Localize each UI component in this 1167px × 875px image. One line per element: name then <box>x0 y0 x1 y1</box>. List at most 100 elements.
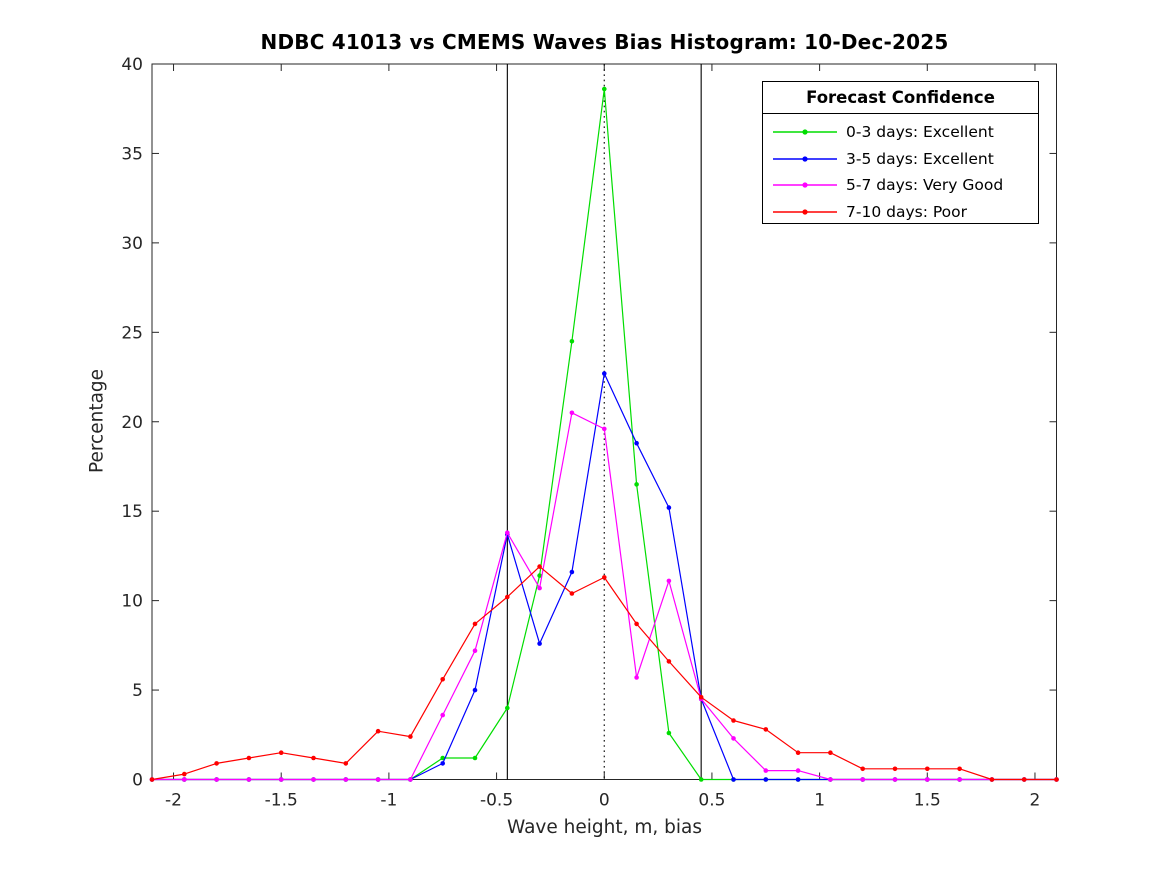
legend-line-icon <box>773 209 837 215</box>
data-point <box>666 659 672 664</box>
data-point <box>957 777 962 782</box>
data-point <box>634 440 639 446</box>
data-point <box>634 621 639 627</box>
data-point <box>892 777 898 782</box>
y-tick-label: 20 <box>121 413 143 433</box>
data-point <box>828 777 833 782</box>
legend-item: 0-3 days: Excellent <box>773 119 1038 146</box>
x-tick-label: -1.5 <box>265 791 298 811</box>
data-point <box>666 730 672 736</box>
data-point <box>828 750 833 755</box>
y-tick-label: 40 <box>121 55 143 75</box>
legend-line-icon <box>773 129 837 135</box>
legend-line-icon <box>773 156 837 162</box>
data-point <box>182 771 187 777</box>
data-point <box>602 575 607 580</box>
data-point <box>1054 777 1059 782</box>
data-point <box>537 585 542 591</box>
data-point <box>666 505 672 510</box>
data-point <box>440 712 446 718</box>
data-point <box>278 777 284 782</box>
series-3 <box>149 564 1059 782</box>
chart-title: NDBC 41013 vs CMEMS Waves Bias Histogram… <box>260 30 949 54</box>
data-point <box>408 734 413 739</box>
data-point <box>763 727 769 732</box>
data-point <box>408 777 413 782</box>
data-point <box>731 718 736 723</box>
data-point <box>472 621 478 627</box>
series-2 <box>149 410 1059 782</box>
data-point <box>537 573 542 578</box>
data-point <box>537 641 542 646</box>
data-point <box>472 755 478 761</box>
data-point <box>343 761 349 766</box>
data-point <box>505 594 510 600</box>
x-axis-ticks: -2 -1.5 -1 -0.5 0 0.5 1 1.5 2 <box>165 64 1040 811</box>
data-point <box>634 482 639 487</box>
data-point <box>440 755 446 761</box>
legend: Forecast Confidence 0-3 days: Excellent 3… <box>762 81 1039 224</box>
x-tick-label: 2 <box>1030 791 1041 811</box>
data-point <box>698 777 704 782</box>
data-point <box>440 761 446 766</box>
x-tick-label: -1 <box>380 791 397 811</box>
data-point <box>214 761 219 766</box>
data-point <box>537 564 542 569</box>
data-point <box>505 530 510 535</box>
legend-line-icon <box>773 182 837 188</box>
data-point <box>505 705 510 711</box>
data-point <box>602 86 607 92</box>
data-point <box>440 677 446 682</box>
x-tick-label: -0.5 <box>480 791 513 811</box>
x-tick-label: 1 <box>814 791 825 811</box>
data-point <box>246 755 252 761</box>
data-point <box>311 755 316 761</box>
legend-title: Forecast Confidence <box>763 82 1038 114</box>
data-point <box>569 339 575 344</box>
y-tick-label: 5 <box>132 681 143 701</box>
data-point <box>634 675 639 680</box>
y-tick-label: 25 <box>121 323 143 343</box>
data-point <box>860 766 865 772</box>
data-point <box>1021 777 1027 782</box>
x-tick-label: 0 <box>599 791 610 811</box>
y-tick-label: 0 <box>132 771 143 791</box>
legend-item-label: 7-10 days: Poor <box>846 202 967 221</box>
x-tick-label: 1.5 <box>914 791 941 811</box>
data-point <box>343 777 349 782</box>
data-point <box>149 777 155 782</box>
data-point <box>375 777 381 782</box>
data-point <box>569 410 575 416</box>
data-point <box>763 777 769 782</box>
data-point <box>957 766 962 772</box>
data-point <box>731 777 736 782</box>
data-point <box>763 768 769 773</box>
data-point <box>860 777 865 782</box>
legend-item-label: 0-3 days: Excellent <box>846 123 994 142</box>
data-point <box>666 578 672 584</box>
data-point <box>602 426 607 432</box>
y-axis-label: Percentage <box>86 368 108 474</box>
data-point <box>698 694 704 700</box>
legend-item: 7-10 days: Poor <box>773 199 1038 226</box>
data-point <box>278 750 284 755</box>
y-tick-label: 30 <box>121 234 143 254</box>
x-tick-label: -2 <box>165 791 182 811</box>
data-point <box>375 728 381 734</box>
data-point <box>925 766 930 772</box>
legend-item-label: 5-7 days: Very Good <box>846 176 1004 195</box>
legend-item-label: 3-5 days: Excellent <box>846 149 994 168</box>
legend-item: 5-7 days: Very Good <box>773 172 1038 199</box>
x-tick-label: 0.5 <box>698 791 725 811</box>
data-point <box>472 648 478 653</box>
data-point <box>214 777 219 782</box>
legend-item: 3-5 days: Excellent <box>773 146 1038 173</box>
data-point <box>925 777 930 782</box>
y-axis-ticks: 0 5 10 15 20 25 30 35 40 <box>121 55 1057 791</box>
data-point <box>569 591 575 596</box>
x-axis-label: Wave height, m, bias <box>506 817 703 838</box>
data-point <box>472 687 478 693</box>
y-tick-label: 35 <box>121 144 143 164</box>
